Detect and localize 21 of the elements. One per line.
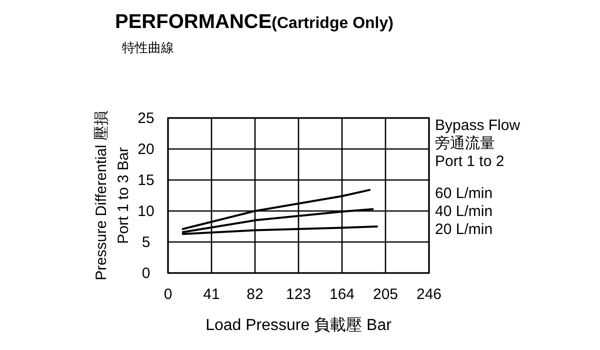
x-tick-label: 41 — [203, 286, 220, 303]
x-tick-label: 82 — [246, 286, 264, 303]
x-tick-label: 123 — [286, 286, 312, 303]
text: 40 L/min — [435, 203, 493, 220]
x-tick-label: 205 — [372, 286, 398, 303]
y-tick-label: 10 — [138, 203, 154, 220]
y-tick-label: 0 — [142, 265, 150, 282]
x-tick-label: 246 — [416, 286, 442, 303]
chart-title: PERFORMANCE(Cartridge Only) — [115, 11, 394, 33]
text: 60 L/min — [435, 185, 493, 202]
y-tick-label: 5 — [142, 234, 150, 251]
x-tick-label: 0 — [164, 286, 172, 303]
x-axis-title: Load Pressure 負載壓 Bar — [206, 316, 392, 334]
x-tick-label: 164 — [329, 286, 355, 303]
y-tick-label: 25 — [138, 110, 154, 127]
y-axis-title: Pressure Differential 壓損 Port 1 to 3 Bar — [93, 110, 132, 280]
y-tick-label: 15 — [138, 172, 154, 189]
chart-subtitle: 特性曲線 — [122, 40, 174, 55]
text: 20 L/min — [435, 221, 493, 238]
legend-title: Bypass Flow 旁通流量 Port 1 to 2 — [435, 117, 520, 170]
y-tick-label: 20 — [138, 141, 154, 158]
